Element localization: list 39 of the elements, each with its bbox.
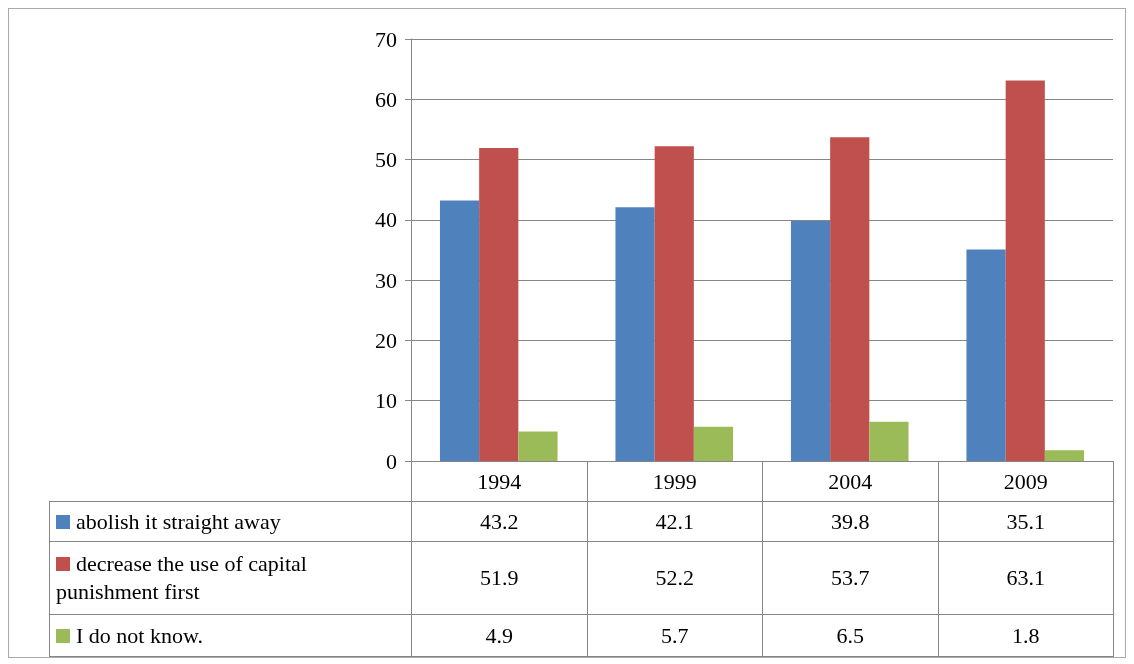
legend-label: I do not know. [76,622,203,648]
bar [479,148,519,461]
bar [615,207,655,461]
x-tick-label: 2009 [938,461,1114,502]
y-tick-label: 20 [375,327,397,353]
x-tick-label: 1994 [411,461,587,502]
bar [830,137,870,461]
legend-label: decrease the use of capital punishment first [56,551,307,604]
y-tick-label: 10 [375,388,397,414]
bar [693,426,734,461]
bar [439,200,480,461]
x-tick-label: 2004 [762,461,938,502]
y-tick-label: 60 [375,86,397,112]
x-tick-label: 1999 [587,461,763,502]
y-tick-label: 30 [375,267,397,293]
y-tick-label: 70 [375,26,397,52]
data-label: 1.8 [938,614,1114,657]
data-label: 53.7 [762,541,938,615]
data-label: 52.2 [587,541,763,615]
y-tick-label: 0 [386,448,397,474]
data-label: 51.9 [411,541,587,615]
bar [654,146,694,461]
y-tick-label: 50 [375,147,397,173]
data-label: 4.9 [411,614,587,657]
data-label: 35.1 [938,501,1114,542]
bar [1005,80,1045,461]
data-label: 43.2 [411,501,587,542]
bar [790,221,831,461]
bar [869,421,909,461]
data-label: 5.7 [587,614,763,657]
data-label: 39.8 [762,501,938,542]
y-tick-label: 40 [375,207,397,233]
bar [518,431,558,461]
data-label: 42.1 [587,501,763,542]
data-label: 6.5 [762,614,938,657]
bar [966,249,1006,461]
legend-label: abolish it straight away [76,508,281,534]
bar [1044,450,1085,461]
data-label: 63.1 [938,541,1114,615]
